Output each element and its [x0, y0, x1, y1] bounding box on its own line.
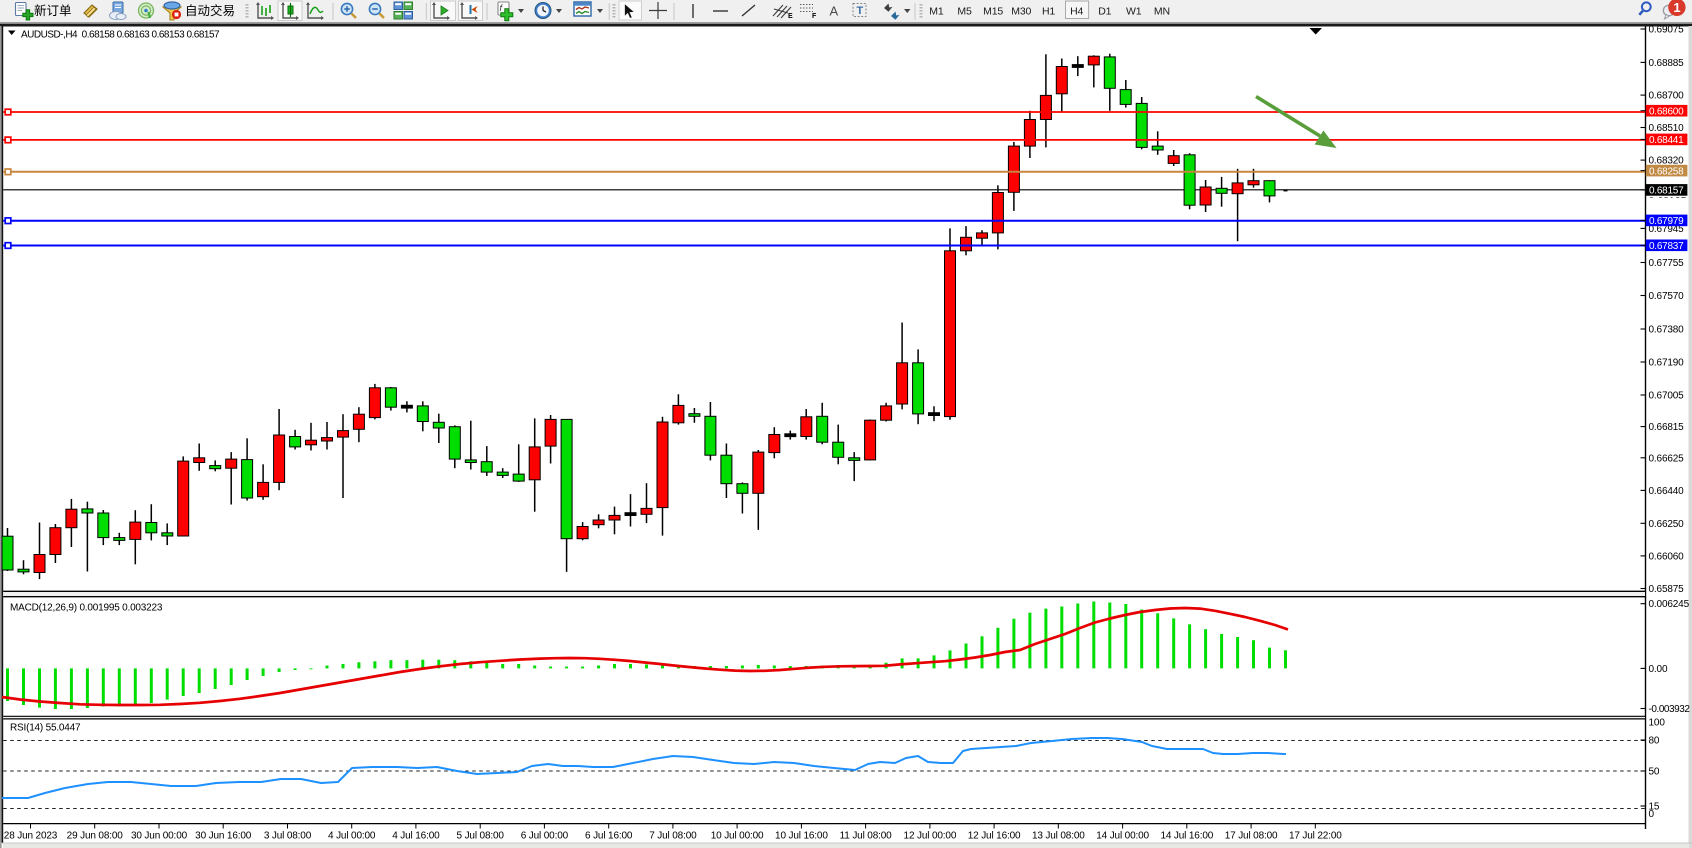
svg-text:0.67005: 0.67005	[1649, 391, 1685, 402]
svg-text:T: T	[857, 5, 864, 17]
svg-text:0.68258: 0.68258	[1649, 166, 1684, 177]
svg-text:f: f	[500, 3, 504, 13]
svg-text:0.68600: 0.68600	[1649, 106, 1684, 117]
svg-text:0.66440: 0.66440	[1649, 486, 1685, 497]
svg-text:30 Jun 16:00: 30 Jun 16:00	[195, 831, 252, 842]
svg-text:0.67979: 0.67979	[1649, 216, 1684, 227]
svg-text:0.68885: 0.68885	[1649, 58, 1685, 69]
svg-text:M5: M5	[957, 6, 972, 18]
svg-text:D1: D1	[1098, 6, 1111, 18]
svg-text:0.67570: 0.67570	[1649, 291, 1685, 302]
svg-text:0.68700: 0.68700	[1649, 91, 1685, 102]
svg-text:F: F	[812, 13, 817, 20]
svg-text:H4: H4	[1070, 6, 1083, 18]
svg-text:50: 50	[1649, 767, 1660, 778]
svg-text:A: A	[830, 4, 839, 19]
svg-text:30 Jun 00:00: 30 Jun 00:00	[131, 831, 188, 842]
svg-text:17 Jul 22:00: 17 Jul 22:00	[1289, 831, 1342, 842]
svg-text:H1: H1	[1042, 6, 1055, 18]
svg-text:0.68320: 0.68320	[1649, 156, 1685, 167]
svg-text:6 Jul 16:00: 6 Jul 16:00	[585, 831, 633, 842]
svg-text:1: 1	[1673, 0, 1680, 15]
svg-text:0.69075: 0.69075	[1649, 25, 1685, 36]
svg-text:6 Jul 00:00: 6 Jul 00:00	[521, 831, 569, 842]
svg-text:29 Jun 08:00: 29 Jun 08:00	[67, 831, 124, 842]
svg-text:M1: M1	[929, 6, 944, 18]
svg-text:0.68157: 0.68157	[1649, 186, 1684, 197]
svg-text:MACD(12,26,9) 0.001995 0.00322: MACD(12,26,9) 0.001995 0.003223	[10, 603, 163, 614]
svg-text:MN: MN	[1154, 6, 1170, 18]
svg-text:0: 0	[1649, 809, 1655, 820]
svg-text:0.67380: 0.67380	[1649, 325, 1685, 336]
svg-text:13 Jul 08:00: 13 Jul 08:00	[1032, 831, 1085, 842]
svg-text:W1: W1	[1126, 6, 1142, 18]
svg-text:17 Jul 08:00: 17 Jul 08:00	[1225, 831, 1278, 842]
svg-text:-0.003932: -0.003932	[1649, 704, 1691, 715]
svg-text:0.00: 0.00	[1649, 664, 1668, 675]
svg-text:0.66625: 0.66625	[1649, 453, 1685, 464]
svg-text:28 Jun 2023: 28 Jun 2023	[4, 831, 58, 842]
svg-text:4 Jul 00:00: 4 Jul 00:00	[328, 831, 376, 842]
svg-text:12 Jul 00:00: 12 Jul 00:00	[904, 831, 957, 842]
svg-text:12 Jul 16:00: 12 Jul 16:00	[968, 831, 1021, 842]
svg-text:AUDUSD-,H4 0.68158 0.68163 0.: AUDUSD-,H4 0.68158 0.68163 0.68153 0.681…	[21, 30, 220, 41]
svg-text:0.67190: 0.67190	[1649, 358, 1685, 369]
svg-text:0.68135: 0.68135	[1649, 195, 1687, 207]
svg-text:M30: M30	[1011, 6, 1031, 18]
svg-text:14 Jul 16:00: 14 Jul 16:00	[1160, 831, 1213, 842]
svg-text:0.66060: 0.66060	[1649, 551, 1685, 562]
svg-text:0.67837: 0.67837	[1649, 241, 1684, 252]
svg-text:5 Jul 08:00: 5 Jul 08:00	[457, 831, 505, 842]
svg-text:自动交易: 自动交易	[185, 3, 235, 18]
svg-text:7 Jul 08:00: 7 Jul 08:00	[649, 831, 697, 842]
svg-text:新订单: 新订单	[34, 3, 72, 18]
svg-text:RSI(14) 55.0447: RSI(14) 55.0447	[10, 723, 81, 734]
svg-text:14 Jul 00:00: 14 Jul 00:00	[1096, 831, 1149, 842]
svg-text:0.66815: 0.66815	[1649, 422, 1685, 433]
svg-text:0.68441: 0.68441	[1649, 135, 1684, 146]
svg-text:0.006245: 0.006245	[1649, 599, 1690, 610]
svg-text:3 Jul 08:00: 3 Jul 08:00	[264, 831, 312, 842]
svg-text:0.66250: 0.66250	[1649, 519, 1685, 530]
svg-text:10 Jul 00:00: 10 Jul 00:00	[711, 831, 764, 842]
svg-text:0.67945: 0.67945	[1649, 224, 1685, 235]
svg-text:15: 15	[1649, 802, 1660, 813]
svg-text:E: E	[788, 13, 793, 20]
svg-text:0.65875: 0.65875	[1649, 584, 1685, 595]
svg-text:M15: M15	[983, 6, 1003, 18]
svg-text:10 Jul 16:00: 10 Jul 16:00	[775, 831, 828, 842]
svg-text:0.67755: 0.67755	[1649, 258, 1685, 269]
svg-text:11 Jul 08:00: 11 Jul 08:00	[840, 831, 893, 842]
svg-text:80: 80	[1649, 736, 1660, 747]
svg-text:4 Jul 16:00: 4 Jul 16:00	[392, 831, 440, 842]
svg-text:100: 100	[1649, 718, 1666, 729]
svg-text:0.68510: 0.68510	[1649, 123, 1685, 134]
